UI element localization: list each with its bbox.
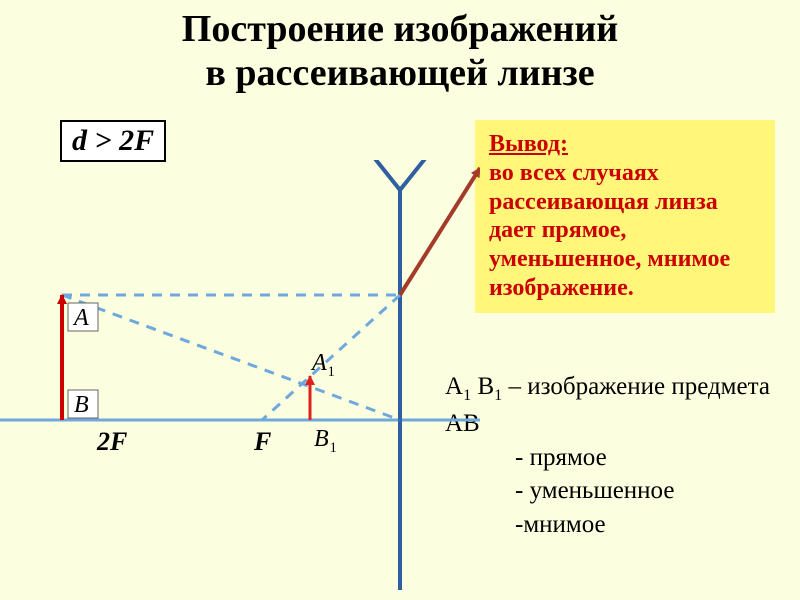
svg-text:B: B — [314, 426, 329, 452]
ray-refracted — [400, 168, 480, 295]
caption-b2: - уменьшенное — [445, 474, 775, 508]
conclusion-text: во всех случаях рассеивающая линза дает … — [489, 160, 730, 301]
label-F: F — [253, 427, 271, 456]
svg-text:A: A — [72, 305, 89, 331]
caption-box: А1 В1 – изображение предмета АВ - прямое… — [445, 370, 775, 542]
label-B: B — [68, 390, 98, 418]
label-A: A — [68, 303, 98, 331]
label-A1: A1 — [310, 350, 335, 380]
lens-diagram: ABA1B1F2F — [0, 160, 480, 590]
svg-text:1: 1 — [330, 440, 337, 456]
title-line2: в рассеивающей линзе — [205, 52, 594, 94]
formula-box: d > 2F — [60, 120, 166, 162]
label-2F: 2F — [96, 427, 127, 456]
page-title: Построение изображений в рассеивающей ли… — [0, 0, 800, 101]
caption-lead: А1 В1 – изображение предмета АВ — [445, 370, 775, 441]
conclusion-box: Вывод: во всех случаях рассеивающая линз… — [475, 120, 775, 313]
lens-tip-top — [360, 160, 440, 190]
ray-through-center — [62, 295, 400, 420]
svg-text:A: A — [310, 350, 327, 376]
caption-b3: -мнимое — [445, 508, 775, 542]
label-B1: B1 — [314, 426, 337, 456]
svg-text:B: B — [74, 392, 89, 418]
svg-text:1: 1 — [328, 364, 335, 380]
ray-virtual-extension — [262, 295, 400, 420]
conclusion-head: Вывод: — [489, 131, 568, 157]
title-line1: Построение изображений — [182, 8, 618, 50]
formula-text: d > 2F — [72, 124, 154, 157]
caption-b1: - прямое — [445, 441, 775, 475]
